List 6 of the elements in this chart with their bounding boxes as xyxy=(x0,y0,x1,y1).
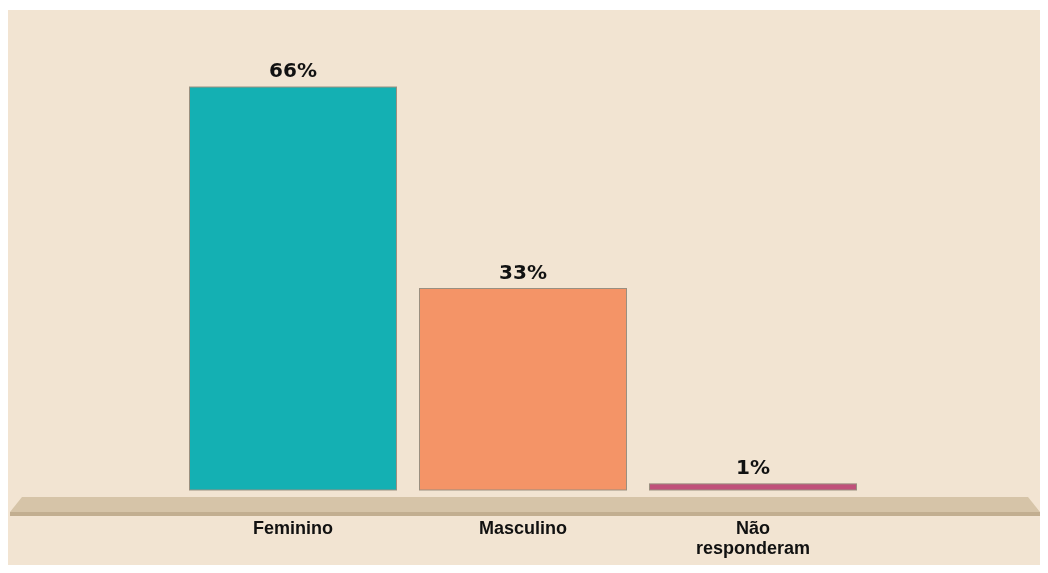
data-label: 33% xyxy=(499,259,547,284)
data-label: 66% xyxy=(269,58,317,82)
x-tick-label: Feminino xyxy=(253,518,333,538)
x-tick-label: Não responderam xyxy=(695,518,811,558)
data-label: 1% xyxy=(736,454,770,479)
x-tick-label: Masculino xyxy=(478,518,568,538)
